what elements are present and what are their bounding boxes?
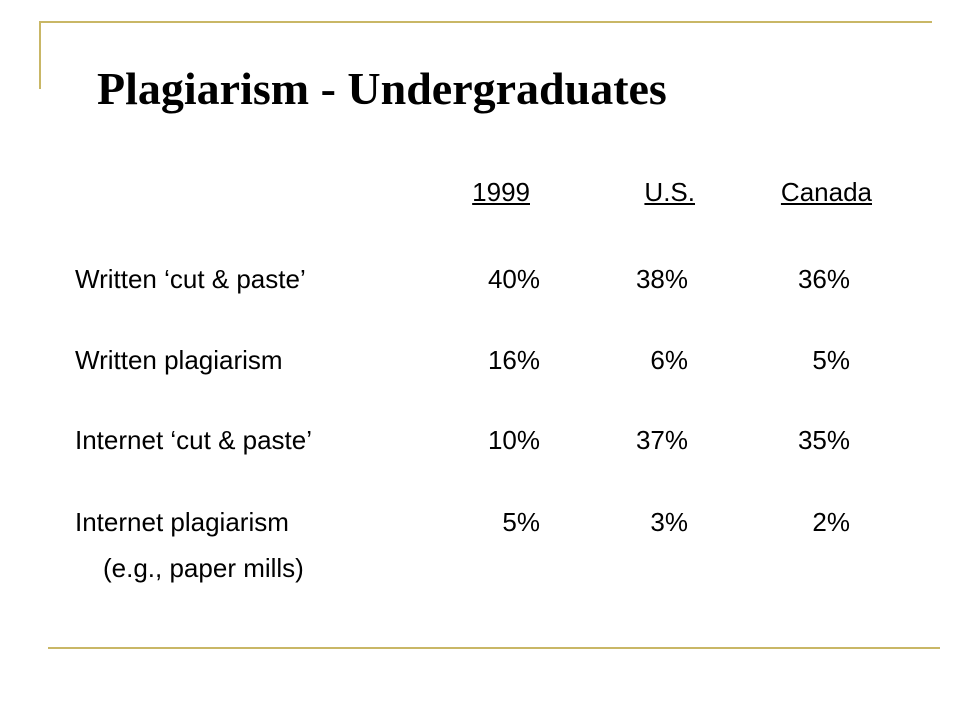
cell-value: 10% [487,425,540,455]
cell-value: 35% [797,425,850,455]
row-label: (e.g., paper mills) [103,553,304,583]
row-label: Written ‘cut & paste’ [75,264,306,294]
cell-value: 38% [635,264,688,294]
cell-value: 40% [487,264,540,294]
column-header: 1999 [472,177,530,207]
cell-value: 6% [650,345,688,375]
cell-value: 37% [635,425,688,455]
column-header: U.S. [644,177,695,207]
left-rule [39,21,41,89]
row-label: Internet ‘cut & paste’ [75,425,313,455]
row-label: Written plagiarism [75,345,283,375]
cell-value: 3% [650,507,688,537]
cell-value: 2% [812,507,850,537]
cell-value: 16% [487,345,540,375]
bottom-rule [48,647,940,649]
row-label: Internet plagiarism [75,507,289,537]
column-header: Canada [780,177,872,207]
cell-value: 36% [797,264,850,294]
top-rule [40,21,932,23]
cell-value: 5% [502,507,540,537]
cell-value: 5% [812,345,850,375]
slide-title: Plagiarism - Undergraduates [97,63,667,114]
